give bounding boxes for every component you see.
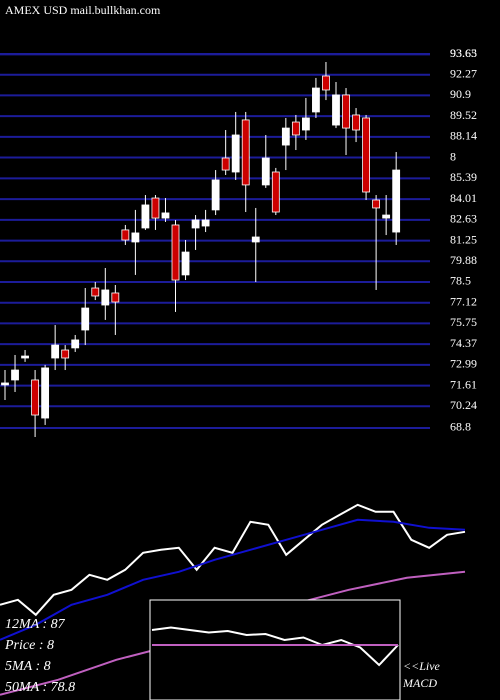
candle-body bbox=[21, 355, 29, 359]
indicator-label: Price : 8 bbox=[4, 638, 54, 653]
candle-body bbox=[271, 171, 280, 213]
candle-body bbox=[251, 236, 260, 243]
series-line bbox=[151, 626, 399, 667]
candle-body bbox=[91, 287, 100, 297]
y-tick-label: 75.75 bbox=[450, 315, 477, 329]
live-label: <<Live bbox=[403, 659, 441, 673]
candle-body bbox=[342, 94, 350, 129]
candle-body bbox=[201, 219, 210, 227]
indicator-label: 50MA : 78.8 bbox=[5, 680, 75, 695]
candle-body bbox=[291, 121, 300, 136]
candle-body bbox=[121, 229, 130, 241]
candle-body bbox=[81, 307, 90, 331]
candle-body bbox=[322, 75, 330, 91]
indicator-label: 12MA : 87 bbox=[5, 617, 66, 632]
candle-body bbox=[101, 289, 110, 306]
y-tick-label: 89.52 bbox=[450, 108, 477, 122]
candle-body bbox=[151, 197, 160, 219]
candle-body bbox=[382, 214, 391, 219]
series-line bbox=[0, 518, 466, 641]
y-tick-label: 79.88 bbox=[450, 253, 477, 267]
macd-box bbox=[149, 599, 401, 700]
candle-body bbox=[131, 232, 140, 243]
candle-body bbox=[191, 219, 200, 229]
candle-body bbox=[231, 134, 240, 173]
candle-body bbox=[301, 117, 310, 131]
y-tick-label: 74.37 bbox=[450, 336, 477, 350]
candle-body bbox=[171, 224, 180, 281]
candle-body bbox=[281, 127, 290, 146]
candle-body bbox=[1, 382, 9, 386]
candle-body bbox=[362, 117, 370, 193]
y-tick-label: 70.24 bbox=[450, 398, 477, 412]
y-tick-label: 78.5 bbox=[450, 274, 471, 288]
candle-body bbox=[11, 369, 19, 381]
indicator-label: 5MA : 8 bbox=[5, 659, 51, 674]
candle-body bbox=[51, 344, 60, 359]
y-tick-label: 8 bbox=[450, 149, 456, 163]
candle-body bbox=[261, 157, 270, 186]
candle-body bbox=[181, 251, 190, 276]
candle-body bbox=[141, 204, 150, 229]
candle-body bbox=[41, 367, 50, 419]
candle-body bbox=[392, 169, 401, 233]
candle-body bbox=[161, 212, 170, 219]
candle-body bbox=[31, 379, 39, 416]
candle-body bbox=[111, 292, 120, 303]
candle-body bbox=[312, 87, 320, 113]
candle-body bbox=[61, 349, 70, 359]
series-line bbox=[0, 503, 466, 617]
candle-body bbox=[332, 94, 340, 126]
y-tick-label: 90.9 bbox=[450, 87, 471, 101]
y-tick-label: 71.61 bbox=[450, 377, 477, 391]
y-tick-label: 72.99 bbox=[450, 357, 477, 371]
y-tick-label: 93.63 bbox=[450, 46, 477, 60]
candle-body bbox=[372, 199, 381, 209]
y-tick-label: 84.01 bbox=[450, 191, 477, 205]
y-tick-label: 85.39 bbox=[450, 170, 477, 184]
y-tick-label: 88.14 bbox=[450, 129, 477, 143]
y-tick-label: 68.8 bbox=[450, 420, 471, 434]
candle-body bbox=[71, 339, 80, 349]
y-tick-label: 81.25 bbox=[450, 232, 477, 246]
candle-body bbox=[221, 157, 230, 171]
chart-title: AMEX USD mail.bullkhan.com bbox=[5, 3, 161, 17]
y-tick-label: 92.27 bbox=[450, 67, 477, 81]
macd-title: MACD bbox=[402, 676, 437, 690]
y-tick-label: 77.12 bbox=[450, 295, 477, 309]
y-tick-label: 93.65 bbox=[450, 46, 477, 60]
candle-body bbox=[241, 119, 250, 186]
candle-body bbox=[211, 179, 220, 211]
y-tick-label: 82.63 bbox=[450, 212, 477, 226]
candle-body bbox=[352, 114, 360, 131]
